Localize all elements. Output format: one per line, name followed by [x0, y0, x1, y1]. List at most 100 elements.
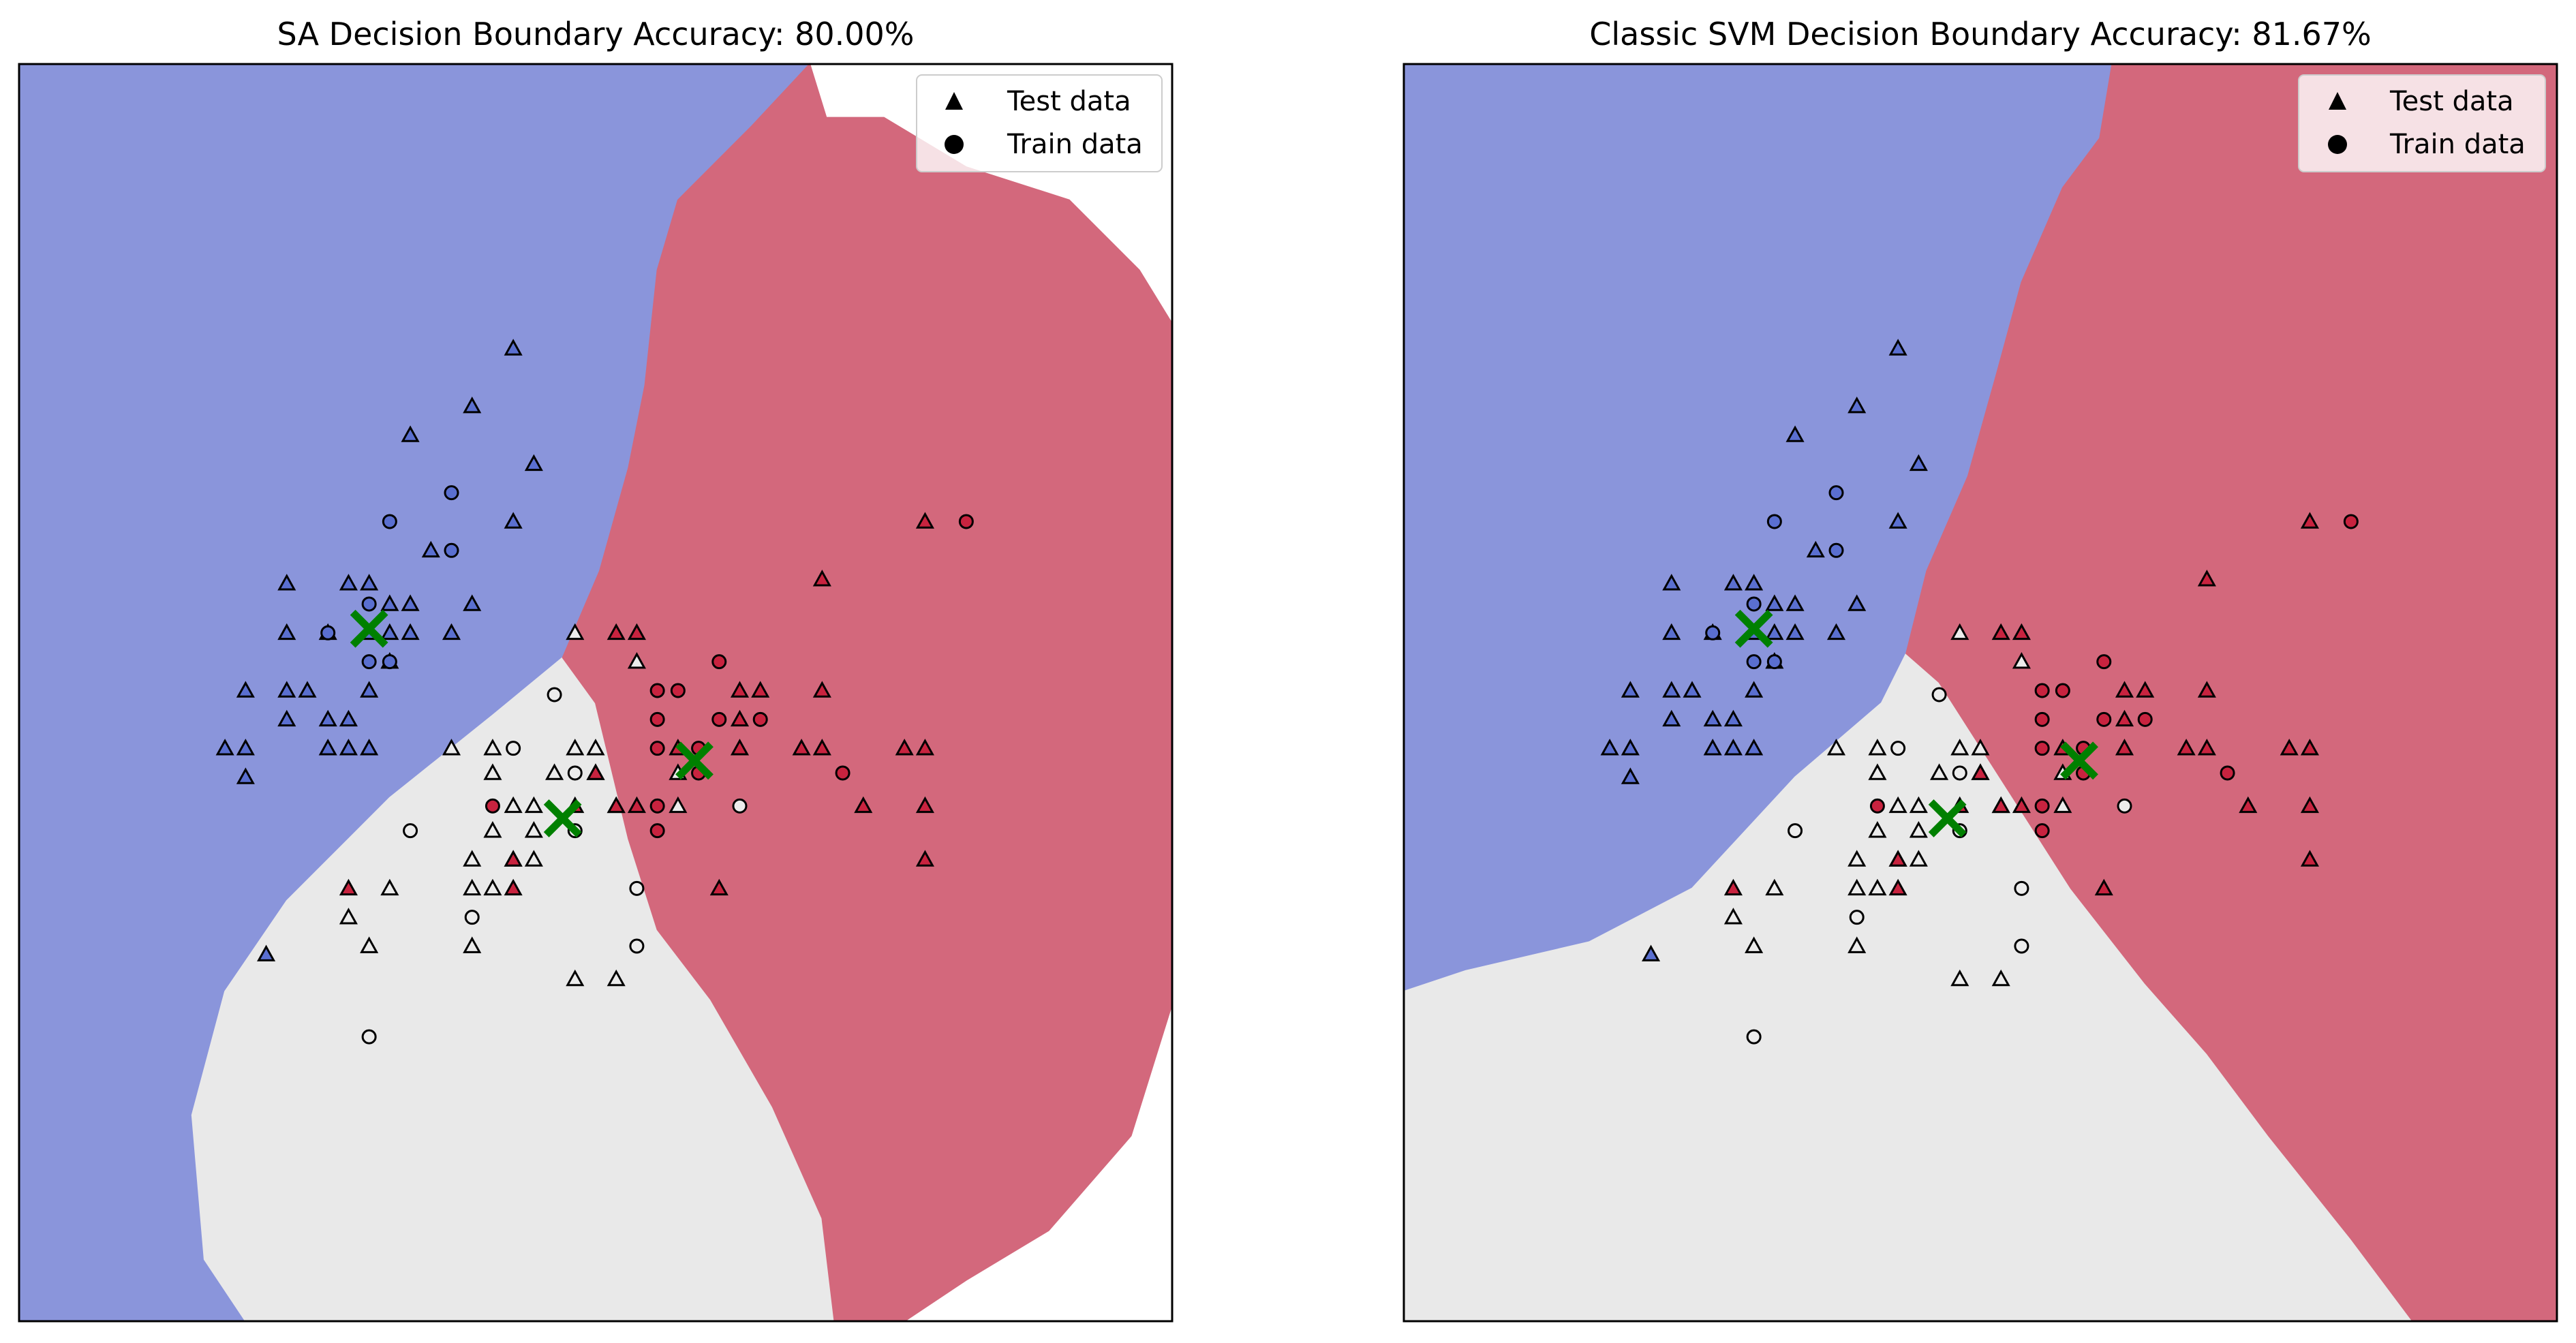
test-point-red [812, 570, 831, 587]
test-point-red [504, 850, 523, 867]
train-point-red [752, 711, 768, 727]
test-point-white [1950, 739, 1969, 756]
train-point-red [2034, 683, 2050, 698]
plot-frame [18, 63, 1174, 1323]
test-point-white [607, 969, 626, 987]
test-point-red [2300, 850, 2319, 867]
test-point-white [1971, 739, 1990, 756]
sa-decision-boundary-plot: SA Decision Boundary Accuracy: 80.00% Te… [18, 16, 1174, 1323]
test-point-white [1847, 936, 1867, 953]
train-point-red [2096, 654, 2112, 670]
test-point-blue [360, 681, 379, 698]
train-point-white [361, 1029, 377, 1045]
legend-marker-circle [2328, 135, 2347, 154]
test-point-blue [339, 574, 358, 591]
legend-label-test: Test data [2389, 86, 2514, 117]
test-point-blue [1847, 396, 1867, 414]
test-point-white [669, 796, 688, 814]
train-point-white [1890, 741, 1906, 756]
train-point-red [2096, 711, 2112, 727]
test-point-blue [318, 739, 337, 756]
test-point-red [1991, 796, 2010, 814]
decision-regions [1403, 63, 2558, 1322]
legend-marker-triangle [945, 92, 963, 110]
train-point-red [649, 823, 665, 839]
train-point-blue [1766, 654, 1782, 670]
test-point-blue [1745, 739, 1764, 756]
train-point-white [1849, 910, 1865, 925]
test-point-white [1888, 796, 1907, 814]
test-point-blue [1642, 944, 1661, 961]
test-point-white [1991, 969, 2010, 987]
test-point-white [566, 969, 585, 987]
train-point-white [567, 765, 583, 781]
test-point-white [463, 936, 482, 953]
train-point-blue [320, 625, 336, 640]
test-point-red [895, 739, 914, 756]
train-point-white [1931, 687, 1947, 703]
train-point-white [629, 938, 645, 954]
test-point-blue [380, 594, 399, 611]
train-point-red [2034, 741, 2050, 756]
test-point-blue [421, 540, 440, 558]
test-point-red [586, 763, 605, 780]
test-point-white [1868, 739, 1887, 756]
test-point-blue [277, 623, 296, 640]
test-point-blue [1662, 709, 1681, 727]
test-point-blue [401, 425, 420, 442]
train-point-red [711, 654, 727, 670]
test-point-red [915, 739, 934, 756]
train-point-white [2014, 880, 2029, 896]
test-point-red [1971, 763, 1990, 780]
test-point-white [504, 796, 523, 814]
test-point-blue [339, 709, 358, 727]
test-point-red [2280, 739, 2299, 756]
train-point-red [649, 711, 665, 727]
test-point-blue [236, 681, 255, 698]
test-point-blue [1723, 574, 1743, 591]
test-point-blue [1662, 681, 1681, 698]
train-point-blue [1746, 654, 1762, 670]
test-point-red [709, 878, 729, 896]
test-point-white [380, 878, 399, 896]
test-point-red [915, 850, 934, 867]
train-point-blue [361, 596, 377, 612]
train-point-red [835, 765, 850, 781]
test-point-white [1826, 739, 1846, 756]
test-point-white [463, 850, 482, 867]
train-point-white [1746, 1029, 1762, 1045]
test-point-white [1868, 878, 1887, 896]
test-point-white [1909, 796, 1928, 814]
test-point-white [463, 878, 482, 896]
test-point-red [2012, 623, 2031, 640]
test-point-blue [215, 739, 234, 756]
test-point-red [2197, 570, 2216, 587]
train-point-red [711, 711, 727, 727]
test-point-white [1909, 850, 1928, 867]
test-point-blue [1745, 681, 1764, 698]
legend-box [2298, 74, 2546, 172]
centroid-marker [543, 799, 582, 837]
train-point-red [2343, 514, 2359, 529]
test-point-white [1930, 763, 1949, 780]
test-point-blue [1723, 709, 1743, 727]
test-point-white [566, 623, 585, 640]
test-point-red [854, 796, 873, 814]
test-point-blue [277, 709, 296, 727]
test-point-white [524, 850, 543, 867]
train-point-red [958, 514, 974, 529]
train-point-blue [382, 514, 397, 529]
test-point-blue [463, 396, 482, 414]
test-point-white [1868, 821, 1887, 838]
test-point-red [627, 623, 646, 640]
train-point-white [464, 910, 480, 925]
test-point-red [2136, 681, 2155, 698]
train-point-white [629, 880, 645, 896]
centroid-marker [2060, 741, 2098, 780]
test-point-blue [1826, 623, 1846, 640]
test-point-blue [277, 681, 296, 698]
test-point-blue [1785, 623, 1805, 640]
plot-title: SA Decision Boundary Accuracy: 80.00% [277, 16, 915, 52]
test-point-blue [1806, 540, 1825, 558]
